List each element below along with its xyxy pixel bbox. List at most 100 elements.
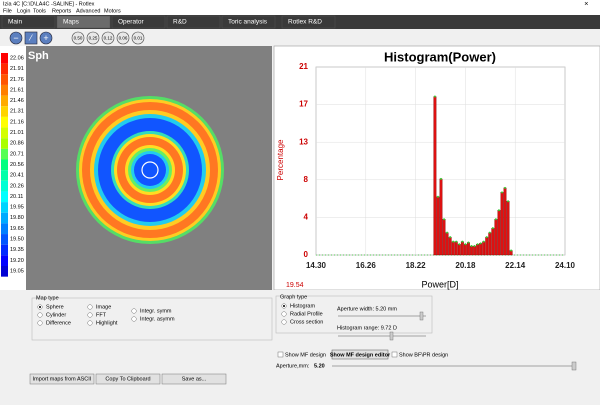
histogram-bar	[436, 196, 440, 256]
histogram-bar	[460, 241, 464, 256]
zoom-step-label: 0.25	[89, 36, 98, 41]
radio[interactable]	[87, 304, 93, 310]
bar-top-marker	[452, 240, 455, 243]
radio-label: Histogram	[290, 303, 315, 309]
radio[interactable]	[37, 312, 43, 318]
y-axis-label: Percentage	[276, 139, 285, 180]
bar-top-marker	[473, 245, 476, 248]
slider-thumb[interactable]	[389, 331, 394, 341]
slider-thumb[interactable]	[571, 361, 577, 371]
bar-top-marker	[479, 242, 482, 245]
scale-label: 21.91	[10, 66, 24, 72]
bar-top-marker	[464, 243, 467, 246]
radio[interactable]	[37, 320, 43, 326]
icon: −	[13, 33, 18, 43]
chart-note: 19.54	[286, 282, 304, 289]
scale-label: 21.76	[10, 77, 24, 83]
tab-label: Main	[8, 19, 22, 26]
checkbox[interactable]	[277, 351, 284, 358]
y-tick-label: 21	[299, 62, 308, 71]
histogram-bar	[500, 192, 504, 256]
zoom-step-button[interactable]	[116, 31, 130, 45]
scale-label: 19.65	[10, 226, 24, 232]
radio-label: FFT	[96, 312, 107, 318]
menu-item[interactable]: Advanced	[76, 8, 100, 14]
slider-thumb[interactable]	[419, 311, 424, 321]
histogram-bar	[467, 242, 470, 256]
menu-item[interactable]: File	[3, 8, 12, 14]
x-tick-label: 16.26	[356, 261, 377, 270]
button[interactable]	[331, 349, 389, 360]
zoom-step-button[interactable]	[71, 31, 85, 45]
radio-label: Cross section	[290, 319, 323, 325]
menu-item[interactable]: Motors	[104, 8, 121, 14]
histogram-bar	[491, 227, 495, 256]
tab[interactable]	[221, 15, 276, 29]
histogram-bar	[448, 236, 452, 256]
window-close[interactable]: ✕	[584, 1, 589, 7]
histogram-bar	[485, 236, 489, 256]
bar-top-marker	[461, 240, 464, 243]
zoom-step-button[interactable]	[86, 31, 100, 45]
zoom-step-label: 0.50	[74, 36, 83, 41]
radio[interactable]	[87, 312, 93, 318]
button[interactable]	[95, 373, 161, 385]
radio[interactable]	[131, 316, 137, 322]
scale-label: 19.05	[10, 268, 24, 274]
scale-swatch	[1, 95, 8, 107]
bar-top-marker	[497, 209, 500, 212]
menu-item[interactable]: Reports	[52, 8, 72, 14]
bar-top-marker	[504, 186, 507, 189]
scale-label: 21.16	[10, 119, 24, 125]
scale-label: 19.20	[10, 258, 24, 264]
group-title: Map type	[36, 295, 59, 301]
scale-swatch	[1, 202, 8, 213]
zoom-in[interactable]	[39, 31, 53, 45]
tab[interactable]	[111, 15, 166, 29]
radio-dot	[38, 305, 42, 309]
radio[interactable]	[281, 311, 287, 317]
histogram-bar	[482, 241, 486, 256]
bar-top-marker	[443, 218, 446, 221]
toolbar	[0, 29, 600, 46]
radio[interactable]	[281, 319, 287, 325]
histogram-bar	[463, 244, 467, 256]
scale-label: 19.95	[10, 205, 24, 211]
scale-swatch	[1, 223, 8, 235]
tab[interactable]	[281, 15, 336, 29]
menu-item[interactable]: Tools	[33, 8, 46, 14]
scale-label: 20.26	[10, 183, 24, 189]
histogram-bar	[451, 241, 455, 256]
scale-label: 21.61	[10, 87, 24, 93]
histogram-bar	[433, 96, 437, 256]
histogram-bar	[503, 187, 507, 256]
checkbox[interactable]	[391, 351, 398, 358]
radio[interactable]	[87, 320, 93, 326]
scale-label: 21.31	[10, 109, 24, 115]
button[interactable]	[161, 373, 227, 385]
tab[interactable]	[1, 15, 56, 29]
zoom-step-button[interactable]	[101, 31, 115, 45]
zoom-out[interactable]	[9, 31, 23, 45]
bar-top-marker	[449, 236, 452, 239]
tab-label: Operator	[118, 19, 144, 26]
scale-swatch	[1, 266, 8, 277]
scale-swatch	[1, 180, 8, 192]
scale-swatch	[1, 53, 8, 64]
scale-label: 20.56	[10, 162, 24, 168]
tab-label: R&D	[173, 19, 187, 26]
zoom-fit[interactable]	[24, 31, 38, 45]
button[interactable]	[29, 373, 95, 385]
scale-swatch	[1, 191, 8, 203]
histogram-bar	[457, 244, 461, 256]
menu-item[interactable]: Login	[17, 8, 30, 14]
radio[interactable]	[131, 308, 137, 314]
y-tick-label: 17	[299, 100, 308, 109]
zoom-step-button[interactable]	[131, 31, 145, 45]
tab-label: Maps	[63, 19, 80, 26]
tab[interactable]	[166, 15, 221, 29]
bar-top-marker	[507, 200, 510, 203]
tab[interactable]	[56, 15, 111, 29]
scale-swatch	[1, 170, 8, 181]
